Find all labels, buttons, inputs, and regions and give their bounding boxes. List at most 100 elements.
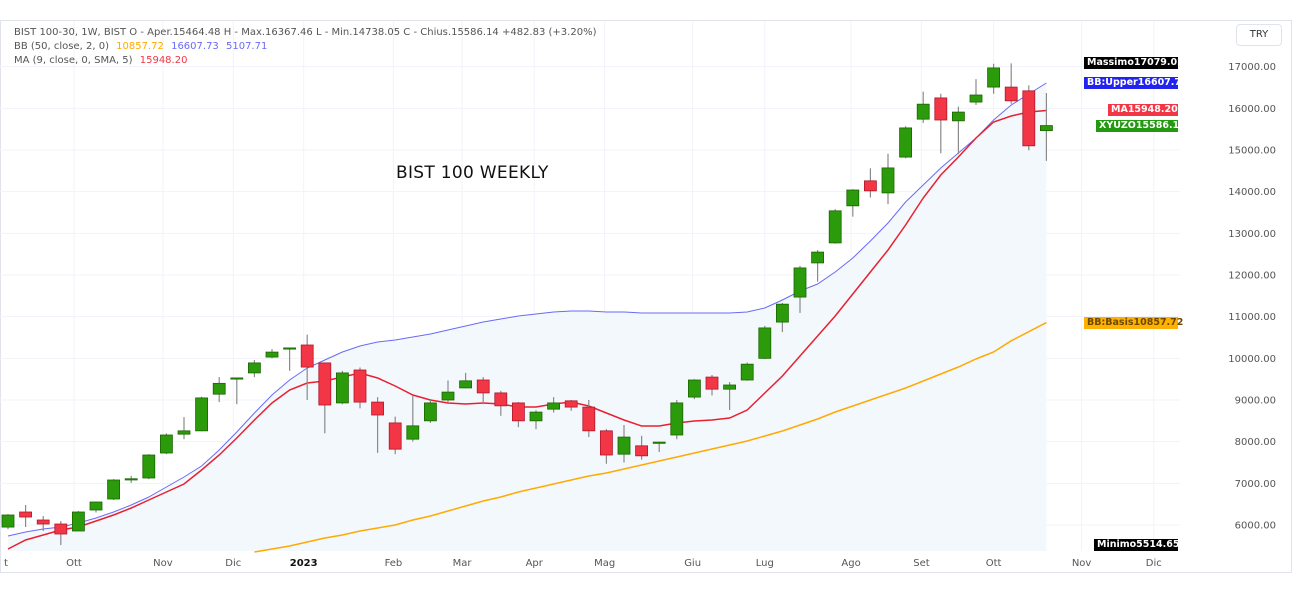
bollinger-band-fill [8, 83, 1047, 551]
candle [72, 511, 85, 532]
candle-body-up [758, 327, 772, 359]
candle [159, 433, 173, 455]
candle [582, 400, 596, 438]
time-axis[interactable]: t Ott Nov Dic 2023 Feb Mar Apr Mag Giu Lug Ago Set Ot… [4, 558, 1162, 569]
legend-bb-row[interactable]: BB (50, close, 2, 0) 10857.72 16607.73 5… [14, 41, 271, 52]
candle [1004, 63, 1018, 104]
price-label-name: BB:Upper [1087, 77, 1138, 88]
candle-body-up [159, 434, 173, 454]
candle [406, 395, 420, 442]
y-tick-label: 13000.00 [1228, 229, 1276, 240]
currency-button[interactable]: TRY [1236, 24, 1282, 46]
candle-body-up [1040, 125, 1053, 132]
candle [758, 325, 772, 360]
candle [635, 435, 648, 460]
candle [969, 79, 983, 105]
candle [899, 126, 912, 159]
candle-body-up [969, 94, 983, 103]
legend-ma-value: 15948.20 [139, 55, 188, 66]
candle-body-up [177, 430, 191, 435]
x-tick-label: Ott [66, 558, 82, 569]
candle-body-up [846, 189, 860, 207]
ma-line [7, 109, 1047, 550]
candle [740, 362, 754, 381]
candle [459, 372, 473, 389]
candle [846, 189, 860, 217]
candle-body-up [406, 425, 420, 440]
chart-title: BIST 100 WEEKLY [396, 163, 549, 183]
candle-body-down [476, 379, 490, 394]
x-tick-label: Mar [453, 558, 473, 569]
candle-body-down [300, 344, 314, 368]
candle [107, 479, 120, 500]
candle [529, 410, 543, 430]
price-label-value: 15948.20 [1127, 104, 1178, 116]
candle-body-down [494, 392, 508, 407]
candle [177, 417, 191, 440]
candle [864, 168, 877, 198]
candle [195, 396, 209, 432]
legend-ma-label: MA (9, close, 0, SMA, 5) [14, 55, 133, 66]
candle [600, 429, 613, 464]
x-tick-label: Mag [594, 558, 615, 569]
price-label-value: 5514.65 [1136, 539, 1180, 551]
x-tick-label: Dic [225, 558, 241, 569]
y-tick-label: 15000.00 [1228, 146, 1276, 157]
candle [441, 380, 455, 403]
candle-body-down [353, 369, 367, 403]
candle [670, 400, 684, 440]
candle [564, 400, 578, 411]
y-tick-label: 8000.00 [1235, 437, 1276, 448]
candle-body-up [124, 478, 138, 481]
candle [547, 397, 560, 413]
candle-body-up [776, 303, 789, 323]
candle-body-up [441, 391, 455, 401]
candle-body-up [107, 479, 120, 500]
candle-body-up [1, 514, 15, 528]
candle-body-down [705, 376, 719, 390]
candle-body-up [72, 511, 85, 532]
candle [1040, 93, 1053, 161]
price-label-bb-basis: BB:Basis 10857.72 [1084, 316, 1183, 329]
candle-body-up [740, 363, 754, 381]
price-label-value: 17079.02 [1133, 57, 1184, 69]
price-label-xyuzo: XYUZO 15586.14 [1096, 119, 1186, 132]
candle-body-up [247, 362, 261, 374]
candle [353, 367, 367, 409]
candle-body-up [793, 267, 807, 298]
candle [952, 106, 965, 155]
candle [723, 382, 736, 410]
candle-body-up [688, 379, 701, 398]
candle [934, 93, 948, 154]
candle-body-down [1022, 90, 1036, 147]
candle-body-up [265, 351, 279, 358]
y-tick-label: 9000.00 [1235, 396, 1276, 407]
candle [1022, 85, 1036, 151]
candle-body-down [635, 445, 648, 457]
candle-body-up [987, 67, 1000, 88]
legend-bb-lower: 5107.71 [225, 41, 268, 52]
y-tick-label: 17000.00 [1228, 62, 1276, 73]
candle [230, 377, 244, 405]
y-tick-label: 10000.00 [1228, 354, 1276, 365]
x-tick-label: Ago [841, 558, 860, 569]
candle-body-up [916, 103, 930, 120]
candle-body-down [600, 430, 613, 456]
candle [881, 153, 895, 205]
legend-bb-basis: 10857.72 [116, 41, 164, 52]
candle-body-up [723, 384, 736, 390]
candle-body-down [371, 401, 385, 416]
candle [371, 397, 385, 453]
bb-upper-line [7, 82, 1047, 537]
legend-ma-row[interactable]: MA (9, close, 0, SMA, 5) 15948.20 [14, 55, 191, 66]
candle-body-down [582, 406, 596, 432]
candle [705, 375, 719, 396]
y-tick-label: 7000.00 [1235, 479, 1276, 490]
candles [1, 63, 1053, 545]
price-axis[interactable]: 6000.00 7000.00 8000.00 9000.00 10000.00 1100… [1228, 62, 1276, 531]
candle-body-down [19, 511, 33, 518]
candle [89, 501, 103, 513]
x-tick-label: Feb [385, 558, 403, 569]
indicator-lines [7, 82, 1047, 553]
